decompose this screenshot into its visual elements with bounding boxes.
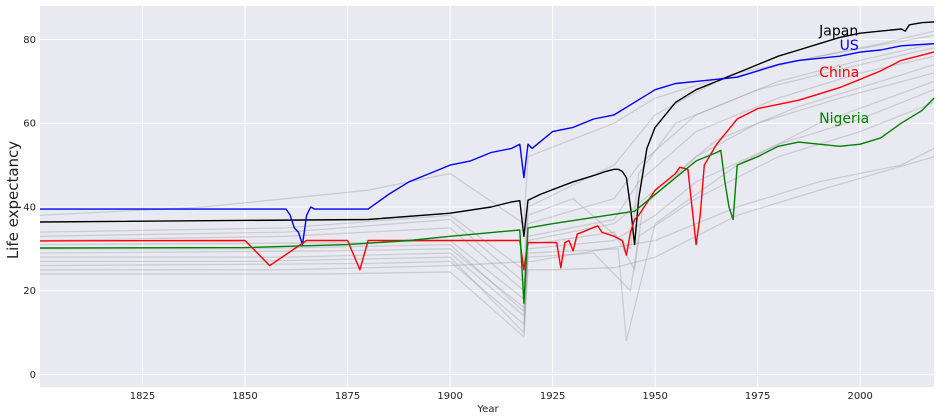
y-tick-label: 40 [23,202,36,213]
background-country-lines [39,30,935,342]
background-country-line [39,34,935,225]
x-tick-label: 2000 [847,391,872,402]
background-country-line [40,89,935,318]
x-axis-title: Year [476,404,499,415]
x-tick-label: 1975 [745,391,770,402]
series-line-japan [39,21,935,246]
x-tick-label: 1825 [130,391,155,402]
y-tick-label: 0 [30,370,36,381]
y-axis-title: Life expectancy [4,141,22,259]
series-label-nigeria: Nigeria [819,111,869,127]
x-axis-ticks: 1825 1850 1875 1900 1925 1950 1975 2000 [130,391,873,402]
series-label-us: US [840,38,859,54]
x-tick-label: 1900 [437,391,462,402]
x-tick-label: 1925 [540,391,565,402]
series-line-nigeria [39,97,935,304]
background-country-line [39,72,935,309]
background-country-line [40,147,935,271]
x-tick-label: 1875 [335,391,360,402]
series-label-japan: Japan [818,23,858,39]
series-line-china [39,51,935,271]
y-axis-ticks: 0 20 40 60 80 [23,35,36,381]
series-line-us [40,43,935,246]
x-tick-label: 1850 [232,391,257,402]
series-label-china: China [819,65,859,81]
y-tick-label: 80 [23,35,36,46]
y-tick-label: 60 [23,119,36,130]
background-country-line [40,156,935,339]
background-country-line [40,80,935,342]
background-country-line [39,101,935,326]
background-country-line [39,43,935,293]
plot-background [40,6,934,387]
y-tick-label: 20 [23,286,36,297]
highlighted-country-lines [39,21,935,304]
background-country-line [40,63,935,313]
background-country-line [39,47,935,284]
background-country-line [39,30,935,272]
x-tick-label: 1950 [642,391,667,402]
